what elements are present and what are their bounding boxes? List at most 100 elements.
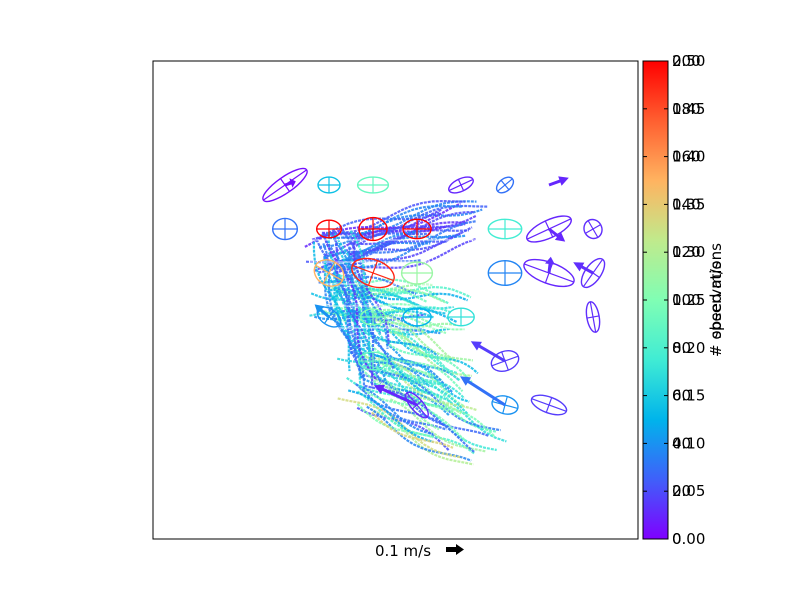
colorbar-tick-label-observations: 100 xyxy=(672,291,701,309)
drifter-track xyxy=(364,384,444,426)
plot-area xyxy=(152,60,639,540)
drifter-track xyxy=(323,256,363,378)
variance-ellipse xyxy=(402,218,432,240)
colorbar-tick-label-observations: 120 xyxy=(672,243,701,261)
mean-velocity-arrow xyxy=(314,304,330,319)
colorbar-tick-label-observations: 20 xyxy=(672,482,691,500)
variance-ellipse xyxy=(351,257,395,289)
drifter-track xyxy=(371,375,462,415)
axes-background xyxy=(153,61,638,539)
colorbar-tick-label-speed: 0.35 xyxy=(672,195,705,213)
quiver-key: 0.1 m/s xyxy=(375,542,464,560)
variance-ellipse xyxy=(487,259,523,287)
drifter-track xyxy=(356,403,434,439)
colorbar-tick-label-observations: 80 xyxy=(672,339,691,357)
variance-ellipse xyxy=(317,176,341,194)
variance-ellipse xyxy=(357,351,389,371)
variance-ellipse xyxy=(530,394,568,416)
colorbar-tick-label-speed: 0.50 xyxy=(672,52,705,70)
variance-ellipse xyxy=(359,308,387,326)
quiver-key-arrow xyxy=(446,544,464,555)
drifter-track xyxy=(330,234,458,269)
variance-ellipse xyxy=(583,218,603,240)
drifter-track xyxy=(388,330,473,377)
drifter-track xyxy=(371,411,454,449)
drifter-track xyxy=(331,313,447,335)
colorbar-gradient xyxy=(643,61,668,539)
mean-velocity-arrow xyxy=(284,178,296,188)
mean-velocity-arrow xyxy=(373,384,418,407)
colorbar-tick-label-speed: 0.15 xyxy=(672,387,705,405)
drifter-track xyxy=(333,271,364,358)
drifter-track xyxy=(374,340,461,382)
drifter-track xyxy=(328,293,452,314)
mean-velocity-arrow xyxy=(545,256,555,274)
drifter-track xyxy=(321,233,362,352)
quiver-key-label: 0.1 m/s xyxy=(375,542,431,560)
drifter-track xyxy=(372,409,474,466)
drifter-track xyxy=(315,238,362,369)
colorbar-label-speed: speed m/s xyxy=(707,261,725,339)
colorbar-tick-label-observations: 160 xyxy=(672,148,701,166)
drifter-track xyxy=(374,318,458,364)
drifter-track xyxy=(385,342,437,380)
colorbar-tick-label-observations: 0 xyxy=(672,530,682,548)
colorbar-tick-label-speed: 0.45 xyxy=(672,100,705,118)
colorbar-tick-label-speed: 0.00 xyxy=(672,530,705,548)
colorbar-tick-label-observations: 140 xyxy=(672,195,701,213)
drifter-track xyxy=(352,263,389,349)
drifter-track xyxy=(358,373,489,437)
variance-ellipse xyxy=(315,219,343,239)
drifter-track xyxy=(347,389,434,443)
colorbar-tick-label-observations: 200 xyxy=(672,52,701,70)
drifter-track xyxy=(328,204,462,240)
drifter-track xyxy=(328,231,388,386)
variance-ellipse xyxy=(400,261,434,285)
drifter-track xyxy=(337,273,372,353)
drifter-track xyxy=(313,211,440,242)
variance-ellipse xyxy=(448,176,474,194)
drifter-track xyxy=(335,252,372,363)
axes-frame xyxy=(152,60,639,540)
variance-ellipse xyxy=(402,307,432,327)
drifter-track xyxy=(389,398,486,453)
drifter-track xyxy=(321,199,466,235)
drifter-track xyxy=(337,397,462,459)
colorbar-tick-label-observations: 40 xyxy=(672,434,691,452)
drifter-track xyxy=(365,363,469,415)
colorbar-tick-label-speed: 0.20 xyxy=(672,339,705,357)
variance-ellipse xyxy=(271,217,299,241)
drifter-track xyxy=(322,232,378,381)
mean-velocity-arrow xyxy=(548,227,566,242)
mean-velocity-arrow xyxy=(573,262,594,275)
colorbar-tick-label-speed: 0.30 xyxy=(672,243,705,261)
drifter-track xyxy=(373,312,474,362)
mean-velocity-arrow xyxy=(470,341,506,363)
drifter-track xyxy=(304,202,461,248)
drifter-track xyxy=(359,375,450,417)
drifter-track xyxy=(312,241,351,372)
drifter-track xyxy=(382,352,447,386)
drifter-track xyxy=(359,361,507,443)
variance-ellipse xyxy=(313,259,345,287)
variance-ellipse xyxy=(487,218,523,240)
variance-ellipse xyxy=(447,307,475,327)
mean-velocity-arrow xyxy=(460,376,506,407)
colorbar-tick-label-speed: 0.25 xyxy=(672,291,705,309)
drifter-track xyxy=(355,383,447,431)
drifter-track xyxy=(366,396,476,454)
drifter-track xyxy=(322,243,366,393)
variance-ellipse xyxy=(356,176,390,194)
drifter-track xyxy=(323,308,465,331)
colorbar-label-observations: # observations xyxy=(707,243,725,357)
drifter-track xyxy=(362,386,434,436)
variance-ellipse xyxy=(358,216,388,242)
variance-ellipses xyxy=(262,167,606,419)
variance-ellipse xyxy=(495,176,515,194)
drifter-track xyxy=(364,363,445,401)
drifter-track xyxy=(342,204,488,240)
